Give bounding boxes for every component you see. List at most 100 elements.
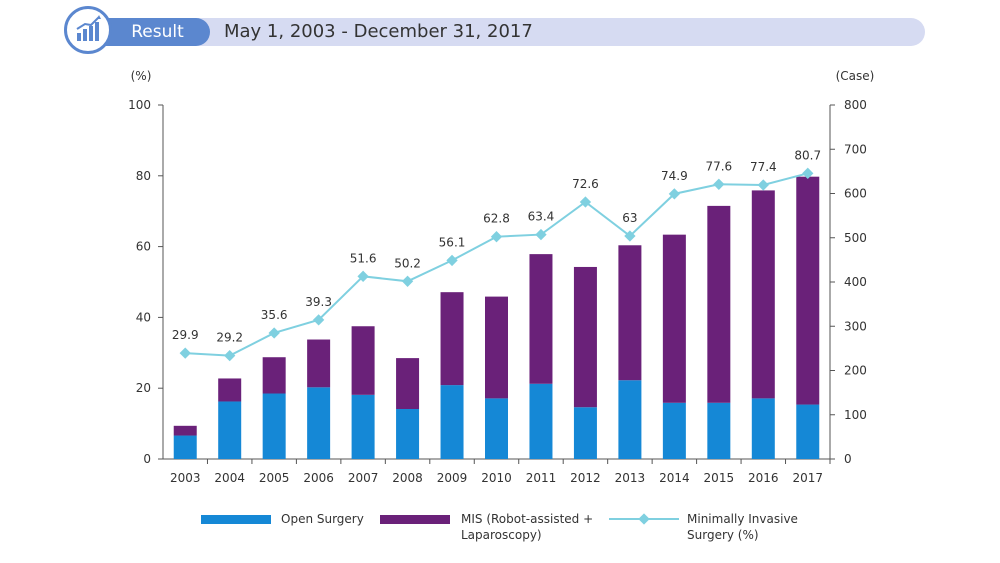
left-tick-label: 40: [136, 310, 151, 324]
line-data-label: 72.6: [572, 177, 599, 191]
x-tick-label: 2012: [570, 471, 601, 485]
line-point: [490, 231, 503, 243]
left-tick-label: 100: [128, 98, 151, 112]
bar-mis: [662, 234, 686, 403]
line-point: [446, 254, 458, 267]
header-bar: [75, 18, 925, 46]
bar-open-surgery: [307, 387, 331, 459]
line-data-label: 56.1: [439, 235, 466, 249]
bar-open-surgery: [173, 435, 197, 459]
left-axis-unit: (%): [131, 69, 152, 83]
right-tick-label: 200: [844, 364, 867, 378]
x-tick-label: 2013: [615, 471, 646, 485]
right-tick-label: 300: [844, 319, 867, 333]
x-tick-label: 2007: [348, 471, 379, 485]
line-data-label: 29.9: [172, 328, 199, 342]
x-tick-label: 2010: [481, 471, 512, 485]
line-point: [268, 327, 280, 339]
line-point: [224, 349, 236, 362]
line-data-label: 62.8: [483, 212, 510, 226]
line-point: [802, 167, 814, 179]
bar-open-surgery: [796, 404, 820, 459]
line-data-label: 35.6: [261, 308, 288, 322]
x-tick-label: 2005: [259, 471, 290, 485]
line-point: [713, 178, 725, 190]
left-tick-label: 60: [136, 240, 151, 254]
bar-mis: [573, 266, 597, 408]
x-tick-label: 2017: [792, 471, 823, 485]
line-point: [401, 275, 414, 287]
line-point: [579, 196, 592, 208]
right-tick-label: 0: [844, 452, 852, 466]
bar-mis: [218, 378, 242, 402]
bar-mis: [173, 425, 197, 436]
legend-mis-label: MIS (Robot-assisted + Laparoscopy): [461, 512, 594, 542]
x-tick-label: 2003: [170, 471, 201, 485]
line-data-label: 80.7: [794, 148, 821, 162]
bar-mis: [351, 326, 375, 395]
x-tick-label: 2008: [392, 471, 423, 485]
line-data-label: 51.6: [350, 251, 377, 265]
legend-mis-swatch: [380, 515, 450, 524]
bar-mis: [440, 292, 464, 386]
left-tick-label: 0: [143, 452, 151, 466]
line-data-label: 39.3: [305, 295, 332, 309]
line-data-label: 63.4: [528, 210, 555, 224]
bar-mis: [485, 296, 508, 399]
bar-mis: [307, 339, 331, 388]
line-point: [668, 188, 681, 200]
date-range: May 1, 2003 - December 31, 2017: [224, 21, 533, 42]
legend-open-swatch: [201, 515, 271, 524]
growth-chart-icon: [64, 6, 112, 54]
bar-mis: [707, 205, 731, 403]
left-tick-label: 80: [136, 169, 151, 183]
bar-open-surgery: [573, 407, 597, 459]
bar-open-surgery: [707, 402, 731, 459]
right-tick-label: 500: [844, 231, 867, 245]
bar-mis: [396, 358, 420, 409]
bar-open-surgery: [751, 398, 775, 459]
line-data-label: 77.4: [750, 160, 777, 174]
right-tick-label: 600: [844, 187, 867, 201]
line-data-label: 50.2: [394, 256, 421, 270]
right-tick-label: 400: [844, 275, 867, 289]
bar-mis: [618, 245, 642, 381]
line-point: [535, 228, 547, 241]
bar-mis: [751, 190, 775, 399]
right-tick-label: 800: [844, 98, 867, 112]
x-tick-label: 2014: [659, 471, 690, 485]
x-tick-label: 2016: [748, 471, 779, 485]
right-tick-label: 700: [844, 142, 867, 156]
line-data-label: 63: [622, 211, 637, 225]
x-tick-label: 2015: [704, 471, 735, 485]
x-tick-label: 2006: [303, 471, 334, 485]
x-tick-label: 2011: [526, 471, 557, 485]
bar-mis: [262, 357, 286, 394]
left-tick-label: 20: [136, 381, 151, 395]
x-tick-label: 2004: [214, 471, 245, 485]
line-point: [624, 230, 636, 242]
line-point: [757, 179, 769, 191]
bar-open-surgery: [618, 380, 642, 459]
bar-open-surgery: [262, 393, 286, 459]
bar-open-surgery: [396, 408, 420, 459]
bar-open-surgery: [440, 385, 464, 459]
line-data-label: 77.6: [705, 159, 732, 173]
bar-mis: [529, 254, 553, 384]
legend-line-marker: [638, 513, 650, 525]
line-point: [357, 270, 369, 282]
x-tick-label: 2009: [437, 471, 468, 485]
line-point: [312, 314, 325, 326]
legend-open-label: Open Surgery: [281, 512, 364, 526]
line-point: [179, 347, 191, 359]
bar-open-surgery: [529, 383, 553, 459]
legend-line-label: Minimally Invasive Surgery (%): [687, 512, 798, 542]
line-data-label: 74.9: [661, 169, 688, 183]
right-axis-unit: (Case): [836, 69, 875, 83]
bar-open-surgery: [485, 398, 508, 459]
bar-mis: [796, 176, 820, 405]
bar-open-surgery: [351, 394, 375, 459]
bar-open-surgery: [662, 402, 686, 459]
line-data-label: 29.2: [216, 331, 243, 345]
